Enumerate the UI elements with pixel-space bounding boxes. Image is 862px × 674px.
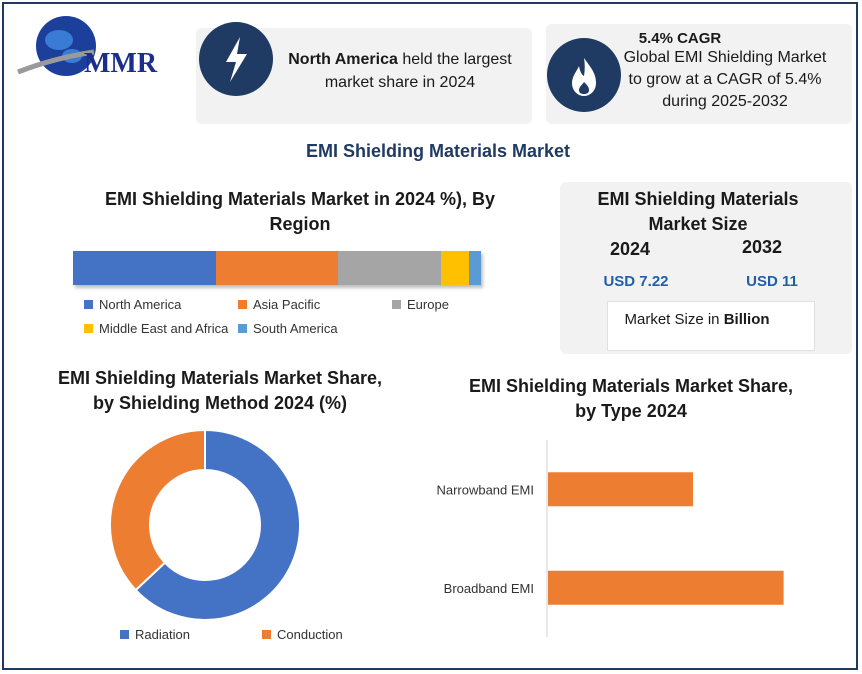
cagr-line1: Global EMI Shielding Market bbox=[623, 49, 827, 66]
legend-label: Conduction bbox=[277, 627, 343, 642]
cagr-line2: to grow at a CAGR of 5.4% bbox=[628, 71, 822, 88]
legend-mea: Middle East and Africa bbox=[84, 321, 228, 336]
size-title-line1: EMI Shielding Materials bbox=[597, 189, 799, 209]
region-chart-title-line2: Region bbox=[269, 214, 331, 234]
shielding-method-donut bbox=[109, 428, 301, 621]
donut-slice-conduction bbox=[109, 428, 206, 592]
legend-swatch bbox=[84, 324, 93, 333]
cagr-line3: during 2025-2032 bbox=[662, 93, 788, 110]
type-bar-broadband-emi bbox=[548, 570, 784, 605]
donut-title-line2: by Shielding Method 2024 (%) bbox=[92, 393, 348, 413]
legend-radiation: Radiation bbox=[120, 627, 190, 642]
legend-asia-pacific: Asia Pacific bbox=[238, 297, 320, 312]
region-segment-asia-pacific bbox=[215, 251, 339, 285]
legend-label: Europe bbox=[407, 297, 449, 312]
lightning-icon bbox=[199, 22, 273, 96]
legend-south-america: South America bbox=[238, 321, 338, 336]
size-note-prefix: Market Size in bbox=[624, 311, 724, 328]
legend-swatch bbox=[262, 630, 271, 639]
main-title: EMI Shielding Materials Market bbox=[305, 141, 571, 161]
region-chart-title-line1: EMI Shielding Materials Market in 2024 %… bbox=[104, 189, 496, 209]
legend-north-america: North America bbox=[84, 297, 181, 312]
size-note-unit: Billion bbox=[723, 311, 770, 328]
cagr-title: 5.4% CAGR bbox=[638, 30, 722, 47]
legend-label: South America bbox=[253, 321, 338, 336]
value-2024: USD 7.22 bbox=[603, 273, 669, 290]
region-highlight: North America bbox=[288, 51, 398, 68]
flame-icon bbox=[547, 38, 621, 112]
region-stacked-bar bbox=[73, 251, 481, 285]
legend-swatch bbox=[84, 300, 93, 309]
legend-conduction: Conduction bbox=[262, 627, 343, 642]
type-bar-chart: Narrowband EMI Broadband EMI bbox=[436, 440, 784, 637]
legend-label: North America bbox=[99, 297, 182, 312]
region-segment-europe bbox=[338, 251, 442, 285]
donut-title-line1: EMI Shielding Materials Market Share, bbox=[57, 368, 383, 388]
year-2024: 2024 bbox=[609, 239, 651, 259]
region-segment-south-america bbox=[469, 251, 481, 285]
legend-swatch bbox=[238, 300, 247, 309]
type-bar-narrowband-emi bbox=[548, 472, 693, 507]
type-category-label: Narrowband EMI bbox=[436, 482, 534, 497]
value-2032: USD 11 bbox=[746, 273, 798, 290]
type-category-label: Broadband EMI bbox=[444, 581, 534, 596]
type-title-line2: by Type 2024 bbox=[575, 401, 687, 421]
legend-label: Asia Pacific bbox=[253, 297, 321, 312]
region-segment-north-america bbox=[73, 251, 216, 285]
size-title-line2: Market Size bbox=[648, 214, 748, 234]
logo-text: MMR bbox=[84, 48, 158, 79]
legend-label: Radiation bbox=[135, 627, 190, 642]
region-text: held the largest bbox=[397, 51, 512, 68]
size-note-box bbox=[607, 301, 815, 351]
year-2032: 2032 bbox=[741, 237, 783, 257]
legend-label: Middle East and Africa bbox=[99, 321, 229, 336]
legend-swatch bbox=[238, 324, 247, 333]
legend-swatch bbox=[120, 630, 129, 639]
type-title-line1: EMI Shielding Materials Market Share, bbox=[468, 376, 794, 396]
donut-slice-radiation bbox=[134, 428, 301, 621]
mmr-logo: MMR bbox=[17, 16, 158, 79]
legend-europe: Europe bbox=[392, 297, 449, 312]
region-segment-middle-east-and-africa bbox=[441, 251, 470, 285]
legend-swatch bbox=[392, 300, 401, 309]
region-text-line2: market share in 2024 bbox=[324, 74, 476, 91]
